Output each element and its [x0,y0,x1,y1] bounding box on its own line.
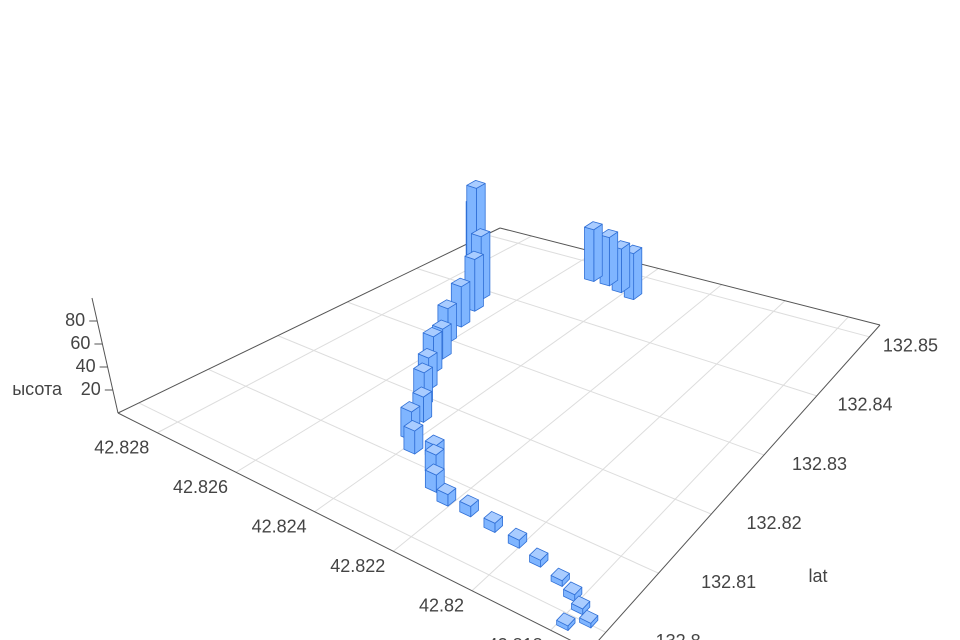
bar-top [432,319,452,330]
z-tick-label: 60 [70,333,90,353]
x-tick-label: 42.824 [252,517,307,537]
bar-top [422,327,443,338]
bar [403,419,424,455]
bar-side [608,231,619,287]
grid-line [347,301,765,456]
grid-line [550,316,849,631]
grid-line [235,251,596,473]
bar-top [471,228,491,238]
z-axis-line [91,297,119,414]
x-tick-label: 42.822 [330,556,385,576]
bar-side [593,223,603,282]
bar [556,612,576,631]
bar-top [579,609,599,624]
x-tick-label: 42.818 [488,635,543,640]
bar-top [550,567,570,582]
grid-line [277,335,712,515]
bar-side [460,281,471,328]
x-tick-label: 42.82 [419,596,464,616]
y-tick-label: 132.85 [883,336,938,356]
bar-top [466,179,486,189]
x-tick-label: 42.828 [94,438,149,458]
bar-top [400,401,421,413]
z-tick-label: 80 [65,310,85,330]
bar [584,221,603,282]
bar-top [529,547,549,561]
bar-top [424,443,445,456]
axis-line [598,324,881,640]
bar [529,547,549,568]
bar-side [633,247,643,301]
bar-top [424,434,445,447]
bar [571,595,591,616]
grid-line [485,234,870,338]
bar-top [599,228,619,238]
bar-top [424,463,445,476]
bar [507,527,528,549]
bar-top [403,419,424,432]
grid-line [393,284,722,552]
bar-top [412,386,433,398]
y-tick-label: 132.83 [792,454,847,474]
bar-side [621,242,631,294]
bar-side [442,323,452,360]
z-tick-label: 20 [81,379,101,399]
axis-line [499,227,881,326]
axis-line [117,227,501,414]
bar [550,567,570,587]
x-tick-label: 42.826 [173,477,228,497]
bar-side [474,253,484,312]
z-axis-label: ысота [12,379,63,399]
bar-top [584,221,603,231]
grid-line [314,268,659,513]
y-tick-label: 132.84 [837,395,892,415]
y-tick-label: 132.82 [747,513,802,533]
bar-top [563,581,583,596]
bar-top [507,527,528,541]
bar-top [437,299,457,310]
bar-top [483,511,503,524]
y-tick-label: 132.81 [701,572,756,592]
bar [599,228,619,287]
axis-line [117,412,572,640]
bar-top [450,277,471,288]
bar-top [413,362,433,374]
bar-front [584,226,595,282]
bar-top [464,250,484,260]
bar [483,511,503,533]
bar [579,609,599,629]
z-tick-label: 40 [76,356,96,376]
bar [436,482,457,507]
y-tick-label: 132.8 [656,631,701,640]
grid-line [138,402,607,633]
y-axis-label: lat [808,566,827,586]
bar-top [459,494,479,507]
bar-top [571,595,591,610]
bar [459,494,479,518]
bar-top [436,482,457,496]
bar-top [556,612,576,627]
bar-top [417,348,438,359]
